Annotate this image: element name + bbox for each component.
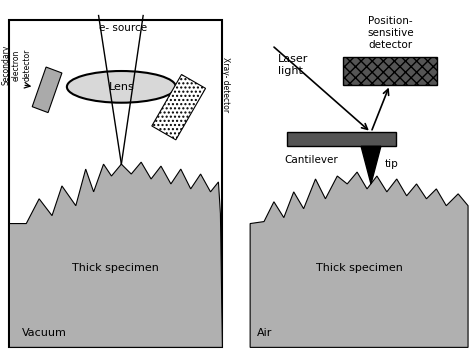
Polygon shape (250, 172, 468, 347)
Polygon shape (32, 67, 62, 113)
Text: Xray- detector: Xray- detector (221, 57, 230, 113)
Bar (287, 132, 396, 146)
Text: tip: tip (385, 159, 399, 169)
Text: e- source: e- source (99, 23, 147, 34)
Text: Thick specimen: Thick specimen (72, 263, 159, 273)
Bar (152, 74, 206, 140)
Text: Vacuum: Vacuum (22, 327, 67, 337)
Text: Secondary
electron
detector: Secondary electron detector (1, 45, 31, 85)
Bar (343, 57, 438, 85)
Ellipse shape (67, 71, 176, 103)
Text: Air: Air (257, 327, 273, 337)
Text: Lens: Lens (109, 82, 134, 92)
Text: Thick specimen: Thick specimen (316, 263, 402, 273)
Text: Laser
light: Laser light (278, 54, 308, 76)
Polygon shape (361, 146, 381, 184)
Text: Position-
sensitive
detector: Position- sensitive detector (367, 16, 414, 50)
Polygon shape (9, 162, 222, 347)
Text: Cantilever: Cantilever (285, 155, 338, 165)
Bar (9, 21, 222, 347)
